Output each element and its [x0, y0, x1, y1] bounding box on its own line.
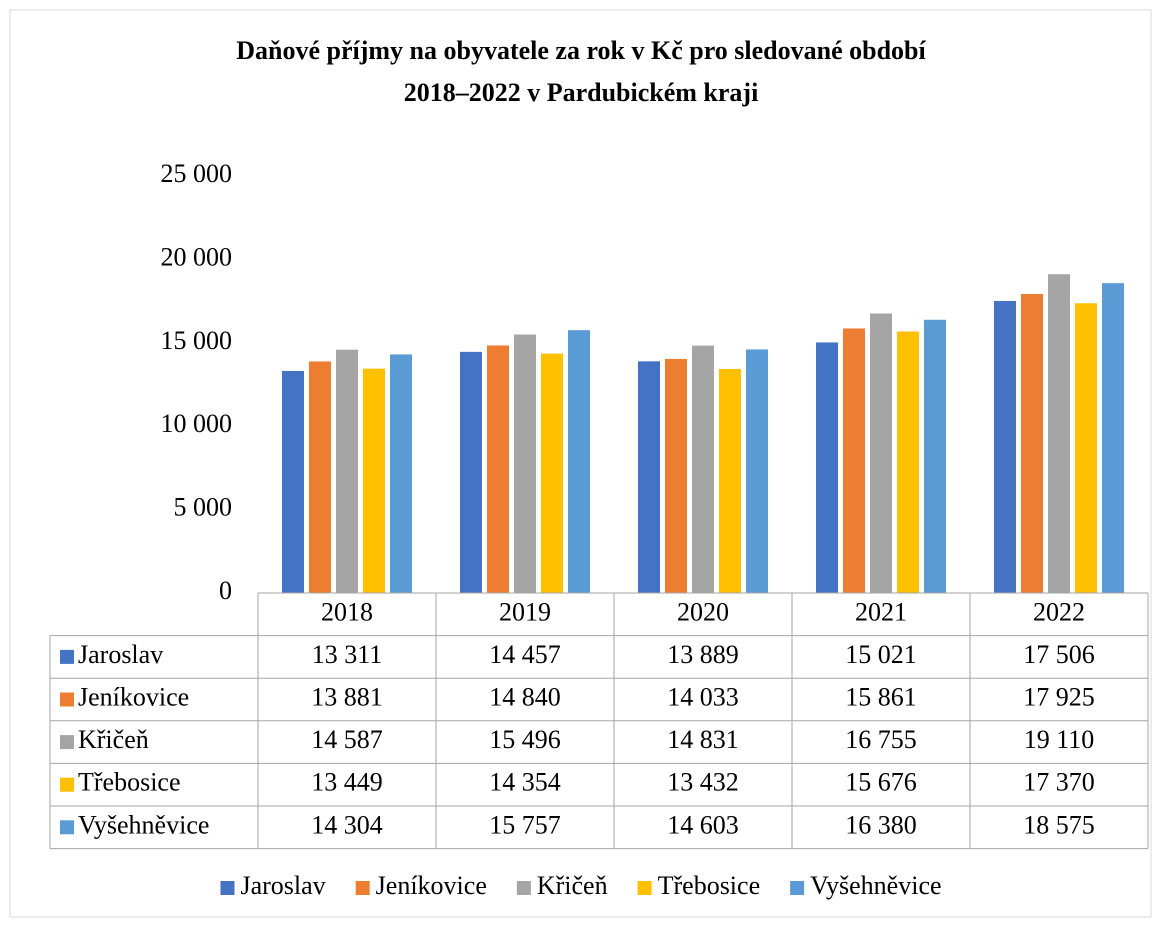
- table-key: [60, 777, 74, 792]
- table-row-label: Vyšehněvice: [78, 810, 209, 839]
- bar: [719, 368, 741, 593]
- table-cell: 15 496: [489, 725, 561, 754]
- bar: [897, 331, 919, 593]
- y-tick-label: 20 000: [161, 242, 233, 271]
- bar: [460, 351, 482, 593]
- legend-label: Křičeň: [537, 871, 608, 900]
- bar: [665, 358, 687, 593]
- y-tick-label: 0: [219, 576, 232, 605]
- bar: [1021, 294, 1043, 593]
- y-tick-label: 10 000: [161, 409, 233, 438]
- legend-key: [355, 881, 370, 895]
- table-key: [60, 820, 74, 835]
- table-cell: 14 831: [667, 725, 739, 754]
- y-tick-label: 5 000: [174, 493, 233, 522]
- legend-key: [637, 881, 652, 895]
- bar: [924, 319, 946, 593]
- bar: [514, 334, 536, 593]
- legend-label: Vyšehněvice: [810, 871, 941, 900]
- bar: [843, 328, 865, 593]
- legend-key: [516, 881, 531, 895]
- table-cell: 18 575: [1023, 810, 1095, 839]
- bar: [568, 330, 590, 593]
- table-row-label: Jaroslav: [78, 640, 163, 669]
- bar: [816, 342, 838, 593]
- bar: [1102, 283, 1124, 593]
- table-cell: 17 370: [1023, 768, 1095, 797]
- bar: [390, 354, 412, 593]
- table-cell: 13 432: [667, 768, 739, 797]
- chart-title: Daňové příjmy na obyvatele za rok v Kč p…: [236, 36, 926, 107]
- table-row-label: Třebosice: [78, 768, 181, 797]
- table-cell: 14 603: [667, 810, 739, 839]
- table-cell: 16 755: [845, 725, 917, 754]
- table-cell: 13 449: [311, 768, 383, 797]
- bar: [309, 361, 331, 593]
- table-header: 2022: [1033, 597, 1085, 626]
- bar: [487, 345, 509, 593]
- table-row-label: Jeníkovice: [78, 682, 189, 711]
- table-header: 2018: [321, 597, 373, 626]
- legend-label: Třebosice: [658, 871, 761, 900]
- table-cell: 19 110: [1024, 725, 1095, 754]
- table-header: 2019: [499, 597, 551, 626]
- table-cell: 13 889: [667, 640, 739, 669]
- table-header: 2020: [677, 597, 729, 626]
- y-tick-label: 25 000: [161, 159, 233, 188]
- table-cell: 15 757: [489, 810, 561, 839]
- legend-key: [220, 881, 235, 895]
- y-tick-label: 15 000: [161, 326, 233, 355]
- table-cell: 13 881: [311, 682, 383, 711]
- bar: [1075, 303, 1097, 593]
- table-header: 2021: [855, 597, 907, 626]
- table-cell: 15 861: [845, 682, 917, 711]
- bar: [746, 349, 768, 593]
- table-cell: 15 021: [845, 640, 917, 669]
- table-cell: 14 354: [489, 768, 561, 797]
- bar: [692, 345, 714, 593]
- bar: [541, 353, 563, 593]
- bar: [638, 361, 660, 593]
- table-cell: 14 587: [311, 725, 383, 754]
- table-key: [60, 692, 74, 707]
- table-row-label: Křičeň: [78, 725, 149, 754]
- legend-key: [790, 881, 805, 895]
- table-cell: 14 033: [667, 682, 739, 711]
- table-cell: 14 840: [489, 682, 561, 711]
- table-cell: 17 506: [1023, 640, 1095, 669]
- legend-label: Jeníkovice: [376, 871, 487, 900]
- table-key: [60, 649, 74, 664]
- bar: [994, 300, 1016, 593]
- table-cell: 13 311: [312, 640, 383, 669]
- table-cell: 14 304: [311, 810, 383, 839]
- bar: [336, 349, 358, 593]
- bar: [870, 313, 892, 593]
- table-cell: 15 676: [845, 768, 917, 797]
- table-cell: 14 457: [489, 640, 561, 669]
- legend-label: Jaroslav: [240, 871, 325, 900]
- bar: [1048, 274, 1070, 593]
- bar: [282, 370, 304, 593]
- table-key: [60, 735, 74, 750]
- table-cell: 17 925: [1023, 682, 1095, 711]
- table-cell: 16 380: [845, 810, 917, 839]
- bar: [363, 368, 385, 593]
